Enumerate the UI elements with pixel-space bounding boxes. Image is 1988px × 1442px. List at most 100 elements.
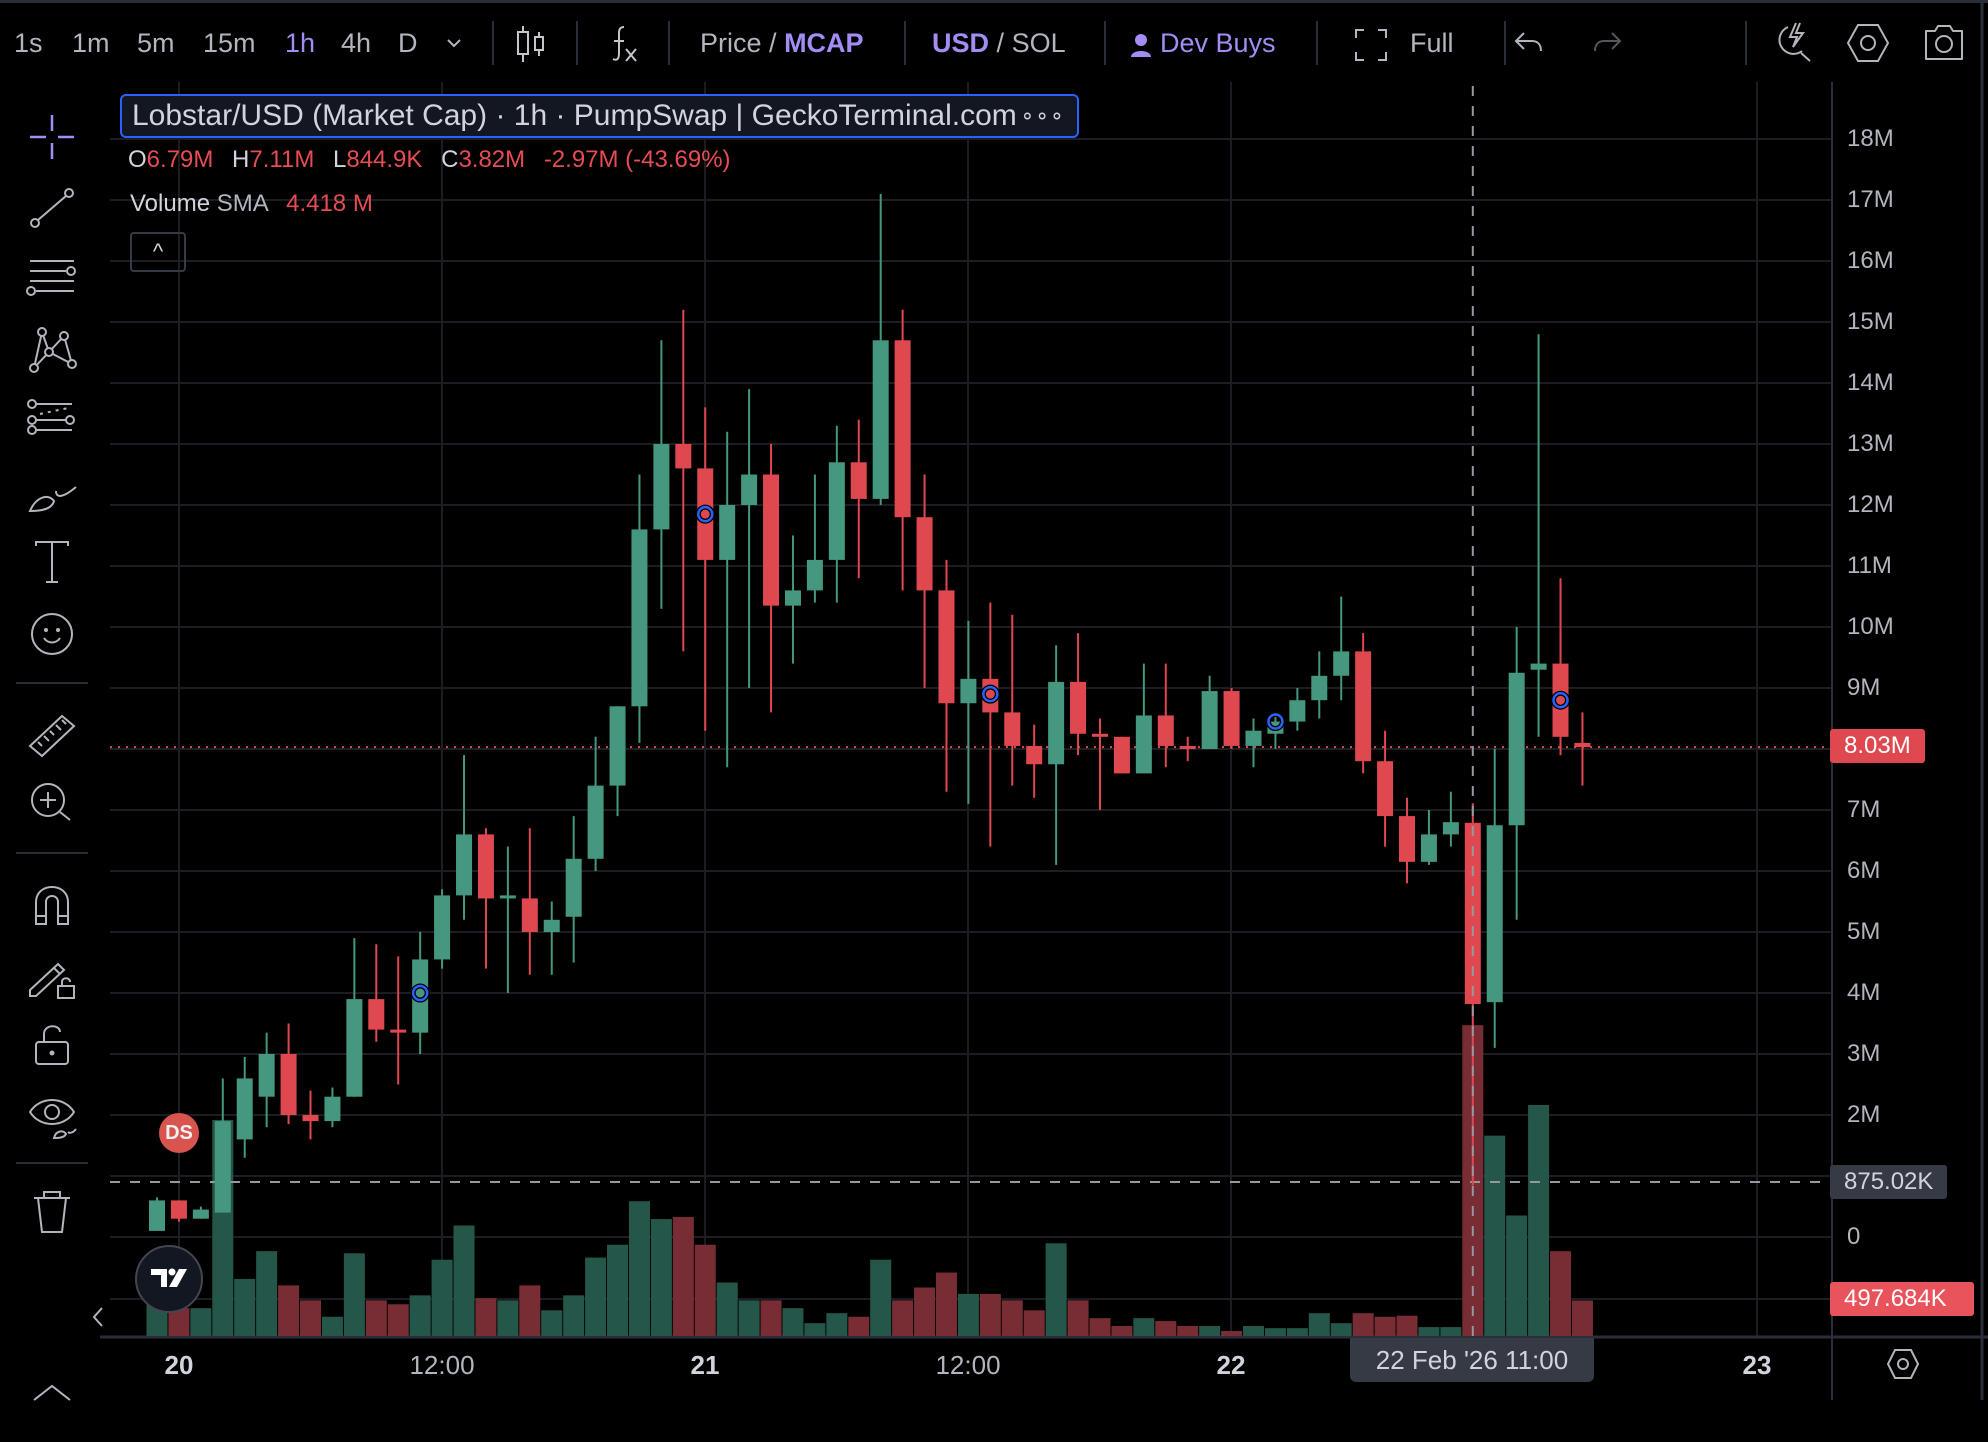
- volume-bar: [256, 1251, 278, 1336]
- collapse-toolbar-icon[interactable]: [88, 1302, 108, 1332]
- candle-body: [1486, 825, 1503, 1003]
- fx-icon[interactable]: [606, 23, 640, 67]
- fib-retracement-icon[interactable]: [22, 247, 82, 307]
- volume-bar: [826, 1313, 848, 1336]
- chevron-up-icon[interactable]: [30, 1382, 90, 1442]
- zoom-in-icon[interactable]: [22, 774, 82, 834]
- brush-icon[interactable]: [22, 467, 82, 527]
- timeframe-15m[interactable]: 15m: [203, 28, 256, 58]
- volume-bar: [585, 1257, 607, 1336]
- volume-bar: [343, 1253, 365, 1336]
- candle-body: [631, 529, 648, 707]
- trend-line-icon[interactable]: [22, 178, 82, 238]
- magnet-icon[interactable]: [22, 874, 82, 934]
- last-price-tag: 8.03M: [1830, 729, 1925, 763]
- text-icon[interactable]: [22, 532, 82, 592]
- open-value: 6.79M: [146, 146, 214, 173]
- mcap-option[interactable]: MCAP: [784, 28, 864, 58]
- candle-body: [280, 1054, 297, 1115]
- currency-toggle[interactable]: USD / SOL: [932, 21, 1066, 65]
- timeframe-1s[interactable]: 1s: [14, 28, 43, 58]
- crosshair-icon[interactable]: [22, 107, 82, 167]
- volume-bar: [1506, 1215, 1528, 1336]
- candle-body: [1420, 834, 1437, 862]
- price-option[interactable]: Price: [700, 28, 762, 58]
- hide-drawings-icon[interactable]: [22, 1086, 82, 1146]
- sma-label: SMA: [216, 190, 268, 217]
- settings-hex-icon[interactable]: [1846, 23, 1890, 67]
- candle-body: [1201, 691, 1218, 749]
- settings-hex-icon[interactable]: [1886, 1348, 1920, 1385]
- volume-bar: [607, 1244, 629, 1336]
- candle-body: [1377, 761, 1394, 817]
- ruler-icon[interactable]: [22, 704, 82, 764]
- price-tick-label: 5M: [1847, 918, 1881, 945]
- symbol-title[interactable]: Lobstar/USD (Market Cap) · 1h · PumpSwap…: [120, 94, 1079, 138]
- prediction-icon[interactable]: [22, 392, 82, 452]
- volume-bar: [190, 1308, 212, 1336]
- candle-body: [1179, 745, 1196, 749]
- collapse-legend-button[interactable]: ^: [130, 232, 186, 272]
- emoji-icon[interactable]: [22, 604, 82, 664]
- candle-body: [192, 1209, 209, 1219]
- volume-bar: [914, 1287, 936, 1336]
- candle-body: [1223, 691, 1240, 746]
- volume-bar: [1264, 1328, 1286, 1336]
- candle-body: [324, 1096, 341, 1122]
- time-tick-label: 12:00: [409, 1350, 475, 1380]
- volume-bar: [278, 1285, 300, 1336]
- dev-buys-button[interactable]: Dev Buys: [1130, 21, 1276, 65]
- last-volume-tag: 497.684K: [1830, 1282, 1974, 1316]
- candle-body: [806, 559, 823, 591]
- price-tick-label: 12M: [1847, 491, 1894, 518]
- unlock-icon[interactable]: [22, 1014, 82, 1074]
- volume-bar: [387, 1304, 409, 1336]
- timeframe-1h[interactable]: 1h: [285, 28, 316, 58]
- timeframe-5m[interactable]: 5m: [137, 28, 175, 58]
- tradingview-logo[interactable]: [135, 1245, 203, 1313]
- close-value: 3.82M: [458, 146, 526, 173]
- drawing-toolbar: [0, 82, 104, 1401]
- timeframe-1m[interactable]: 1m: [72, 28, 110, 58]
- timeframe-4h[interactable]: 4h: [341, 28, 372, 58]
- crosshair-volume-tag: 875.02K: [1830, 1165, 1948, 1199]
- volume-bar: [365, 1300, 387, 1336]
- timeframe-d[interactable]: D: [398, 28, 418, 58]
- lock-drawing-icon[interactable]: [22, 946, 82, 1006]
- price-tick-label: 16M: [1847, 247, 1894, 274]
- price-tick-label: 6M: [1847, 857, 1881, 884]
- candle-body: [1333, 651, 1350, 676]
- toolbar-divider: [16, 682, 88, 684]
- quick-search-icon[interactable]: [1774, 21, 1814, 65]
- top-toolbar: 1s 1m 5m 15m 1h 4h D Price / MCAP USD / …: [0, 0, 1988, 82]
- candle-body: [565, 858, 582, 917]
- chevron-down-icon[interactable]: [444, 33, 464, 77]
- fullscreen-button[interactable]: Full: [1354, 21, 1454, 65]
- pattern-icon[interactable]: [22, 320, 82, 380]
- candle-body: [258, 1054, 275, 1097]
- candle-body: [1442, 822, 1459, 835]
- volume-bar: [168, 1308, 190, 1336]
- volume-bar: [1089, 1318, 1111, 1336]
- usd-option[interactable]: USD: [932, 28, 990, 58]
- redo-icon[interactable]: [1592, 31, 1622, 75]
- price-tick-label: 11M: [1847, 552, 1892, 579]
- volume-bar: [804, 1323, 826, 1336]
- undo-icon[interactable]: [1514, 31, 1544, 75]
- ds-badge[interactable]: DS: [159, 1113, 199, 1153]
- volume-bar: [1199, 1326, 1221, 1336]
- more-icon[interactable]: ∘∘∘: [1020, 103, 1065, 128]
- sol-option[interactable]: SOL: [1011, 28, 1066, 58]
- trash-icon[interactable]: [22, 1182, 82, 1242]
- candle-body: [719, 505, 736, 560]
- volume-bar: [694, 1244, 716, 1336]
- volume-bar: [1330, 1323, 1352, 1336]
- candles-icon[interactable]: [514, 23, 548, 67]
- price-tick-label: 18M: [1847, 125, 1894, 152]
- camera-icon[interactable]: [1922, 23, 1966, 67]
- price-tick-label: 3M: [1847, 1040, 1881, 1067]
- price-mcap-toggle[interactable]: Price / MCAP: [700, 21, 864, 65]
- candle-body: [916, 517, 933, 591]
- candlestick-chart[interactable]: [0, 0, 1988, 1400]
- volume-legend[interactable]: Volume SMA 4.418 M: [130, 190, 373, 218]
